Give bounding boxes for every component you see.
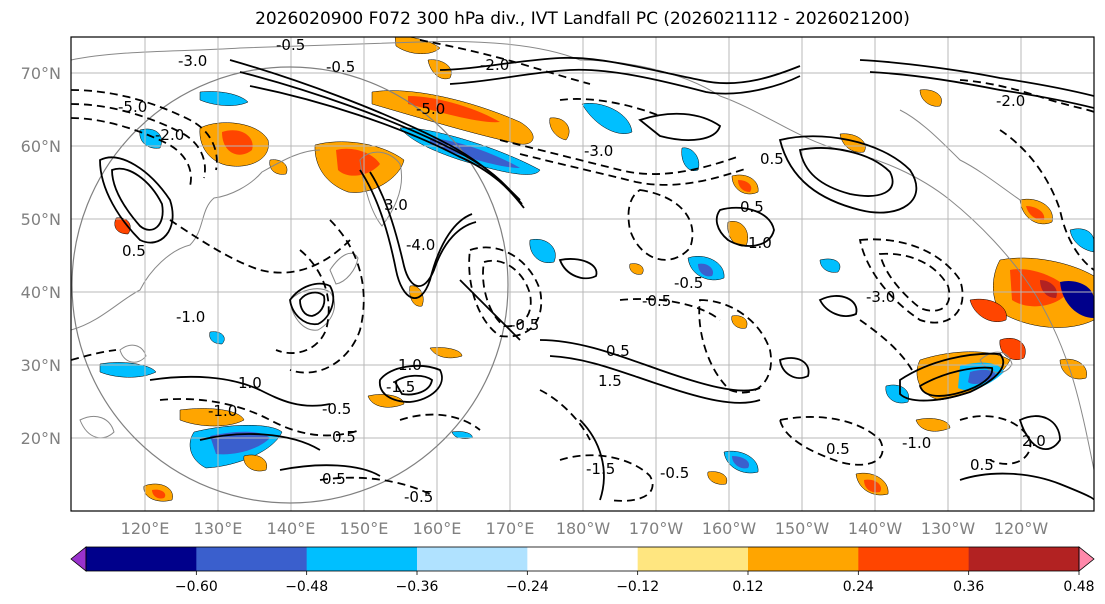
lat-label: 40°N <box>21 283 61 302</box>
colorbar-tick-label: 0.36 <box>953 579 984 595</box>
colorbar-swatch <box>527 547 639 571</box>
contour-label: 0.5 <box>826 440 850 458</box>
colorbar-swatch <box>858 547 970 571</box>
contour-label: -5.0 <box>118 98 147 116</box>
colorbar-swatch <box>306 547 418 571</box>
contour-label: 1.0 <box>748 234 772 252</box>
coastlines <box>71 41 1094 471</box>
contour-label: 1.0 <box>238 374 262 392</box>
lon-label: 140°W <box>848 519 903 538</box>
contour-label: -0.5 <box>276 36 305 54</box>
longitude-labels: 120°E 130°E 140°E 150°E 160°E 170°E 180°… <box>121 519 1049 538</box>
contour-label: -0.5 <box>510 316 539 334</box>
lon-label: 130°E <box>194 519 243 538</box>
lon-label: 140°E <box>267 519 316 538</box>
contour-label: 0.5 <box>122 242 146 260</box>
contour-label: 1.0 <box>398 356 422 374</box>
lon-label: 170°E <box>486 519 535 538</box>
contour-label: 0.5 <box>332 428 356 446</box>
contour-label: -2.0 <box>155 126 184 144</box>
lat-label: 50°N <box>21 210 61 229</box>
lon-label: 160°W <box>702 519 757 538</box>
colorbar-swatch <box>417 547 528 571</box>
contour-label: -1.0 <box>902 434 931 452</box>
contour-label: -0.5 <box>326 58 355 76</box>
colorbar: −0.60 −0.48 −0.36 −0.24 −0.12 0.12 0.24 0.36 0.4… <box>70 546 1095 595</box>
lat-label: 60°N <box>21 137 61 156</box>
lon-label: 120°W <box>994 519 1049 538</box>
colorbar-tick-label: −0.60 <box>175 579 218 595</box>
contour-label: -1.5 <box>386 378 415 396</box>
contour-lines-negative <box>71 39 1094 502</box>
contour-label: -1.0 <box>176 308 205 326</box>
lon-label: 170°W <box>629 519 684 538</box>
colorbar-tick-label: 0.48 <box>1063 579 1094 595</box>
colorbar-swatch <box>968 547 1080 571</box>
lat-label: 20°N <box>21 429 61 448</box>
contour-labels: -3.0 -2.0 -5.0 -5.0 -3.0 -0.5 0.5 -1.0 1… <box>118 36 1046 506</box>
lon-label: 150°W <box>775 519 830 538</box>
colorbar-tick-label: −0.24 <box>506 579 549 595</box>
colorbar-extend-low <box>70 546 87 572</box>
colorbar-tick-label: 0.24 <box>843 579 874 595</box>
colorbar-tick-label: −0.48 <box>285 579 328 595</box>
contour-label: -0.5 <box>322 400 351 418</box>
colorbar-swatch <box>86 547 197 571</box>
lon-label: 130°W <box>921 519 976 538</box>
contour-label: -3.0 <box>866 288 895 306</box>
lat-label: 70°N <box>21 64 61 83</box>
colorbar-tick-label: 0.12 <box>732 579 763 595</box>
contour-label: 0.5 <box>606 342 630 360</box>
contour-label: -0.5 <box>660 464 689 482</box>
contour-label: 2.0 <box>1022 432 1046 450</box>
map-panel: -3.0 -2.0 -5.0 -5.0 -3.0 -0.5 0.5 -1.0 1… <box>71 36 1094 511</box>
contour-label: 1.5 <box>598 372 622 390</box>
contour-label: -5.0 <box>416 100 445 118</box>
lon-label: 180°W <box>556 519 611 538</box>
contour-label: 0.5 <box>322 470 346 488</box>
contour-label: 3.0 <box>384 196 408 214</box>
lon-label: 120°E <box>121 519 170 538</box>
colorbar-tick-label: −0.12 <box>616 579 659 595</box>
lat-label: 30°N <box>21 356 61 375</box>
plot-title: 2026020900 F072 300 hPa div., IVT Landfa… <box>255 9 910 29</box>
contour-label: -3.0 <box>584 142 613 160</box>
colorbar-swatch <box>748 547 859 571</box>
colorbar-swatch <box>196 547 308 571</box>
latitude-labels: 70°N 60°N 50°N 40°N 30°N 20°N <box>21 64 61 448</box>
contour-label: -2.0 <box>996 92 1025 110</box>
contour-label: -4.0 <box>406 236 435 254</box>
map-frame <box>70 36 1095 512</box>
contour-label: 0.5 <box>740 198 764 216</box>
contour-label: -0.5 <box>404 488 433 506</box>
contour-label: -0.5 <box>642 292 671 310</box>
colorbar-outline <box>85 546 1080 572</box>
contour-label: -1.5 <box>586 460 615 478</box>
lon-label: 160°E <box>413 519 462 538</box>
colorbar-extend-high <box>1078 546 1095 572</box>
colorbar-tick-label: −0.36 <box>396 579 439 595</box>
contour-label: -3.0 <box>178 52 207 70</box>
lon-label: 150°E <box>340 519 389 538</box>
contour-label: 0.5 <box>970 456 994 474</box>
contour-label: -0.5 <box>674 274 703 292</box>
colorbar-swatch <box>637 547 749 571</box>
contour-label: 0.5 <box>760 150 784 168</box>
reference-circle <box>71 66 509 504</box>
contour-label: -1.0 <box>208 402 237 420</box>
contour-label: -2.0 <box>480 56 509 74</box>
